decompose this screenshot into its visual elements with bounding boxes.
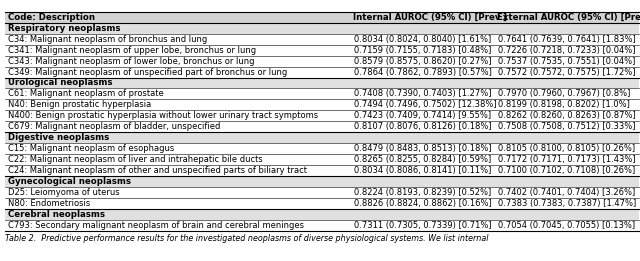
- Text: 0.8034 (0.8024, 0.8040) [1.61%]: 0.8034 (0.8024, 0.8040) [1.61%]: [354, 35, 491, 44]
- Text: C793: Secondary malignant neoplasm of brain and cerebral meninges: C793: Secondary malignant neoplasm of br…: [8, 221, 304, 230]
- Text: Urological neoplasms: Urological neoplasms: [8, 79, 112, 87]
- Text: C341: Malignant neoplasm of upper lobe, bronchus or lung: C341: Malignant neoplasm of upper lobe, …: [8, 46, 256, 55]
- Text: C61: Malignant neoplasm of prostate: C61: Malignant neoplasm of prostate: [8, 90, 163, 98]
- Text: 0.8107 (0.8076, 0.8126) [0.18%]: 0.8107 (0.8076, 0.8126) [0.18%]: [354, 122, 492, 131]
- Text: D25: Leiomyoma of uterus: D25: Leiomyoma of uterus: [8, 188, 119, 197]
- Text: 0.7572 (0.7572, 0.7575) [1.72%]: 0.7572 (0.7572, 0.7575) [1.72%]: [498, 68, 636, 76]
- Text: 0.8224 (0.8193, 0.8239) [0.52%]: 0.8224 (0.8193, 0.8239) [0.52%]: [354, 188, 491, 197]
- Text: N400: Benign prostatic hyperplasia without lower urinary tract symptoms: N400: Benign prostatic hyperplasia witho…: [8, 111, 318, 120]
- Bar: [5, 220, 639, 231]
- Bar: [5, 23, 639, 34]
- Text: 0.7383 (0.7383, 0.7387) [1.47%]: 0.7383 (0.7383, 0.7387) [1.47%]: [498, 199, 636, 208]
- Text: 0.7311 (0.7305, 0.7339) [0.71%]: 0.7311 (0.7305, 0.7339) [0.71%]: [354, 221, 492, 230]
- Bar: [5, 88, 639, 99]
- Text: 0.7408 (0.7390, 0.7403) [1.27%]: 0.7408 (0.7390, 0.7403) [1.27%]: [354, 90, 492, 98]
- Text: Internal AUROC (95% CI) [Prev.]: Internal AUROC (95% CI) [Prev.]: [353, 13, 507, 22]
- Bar: [5, 12, 639, 23]
- Text: C34: Malignant neoplasm of bronchus and lung: C34: Malignant neoplasm of bronchus and …: [8, 35, 207, 44]
- Text: 0.8579 (0.8575, 0.8620) [0.27%]: 0.8579 (0.8575, 0.8620) [0.27%]: [354, 57, 492, 66]
- Text: Code: Description: Code: Description: [8, 13, 95, 22]
- Bar: [5, 198, 639, 209]
- Text: C343: Malignant neoplasm of lower lobe, bronchus or lung: C343: Malignant neoplasm of lower lobe, …: [8, 57, 254, 66]
- Bar: [5, 187, 639, 198]
- Text: Cerebral neoplasms: Cerebral neoplasms: [8, 210, 105, 219]
- Bar: [5, 154, 639, 165]
- Text: 0.8265 (0.8255, 0.8284) [0.59%]: 0.8265 (0.8255, 0.8284) [0.59%]: [354, 155, 491, 164]
- Text: 0.7537 (0.7535, 0.7551) [0.04%]: 0.7537 (0.7535, 0.7551) [0.04%]: [498, 57, 636, 66]
- Text: External AUROC (95% CI) [Prev.]: External AUROC (95% CI) [Prev.]: [497, 13, 640, 22]
- Text: N40: Benign prostatic hyperplasia: N40: Benign prostatic hyperplasia: [8, 100, 151, 109]
- Text: 0.7159 (0.7155, 0.7183) [0.48%]: 0.7159 (0.7155, 0.7183) [0.48%]: [354, 46, 492, 55]
- Bar: [5, 99, 639, 110]
- Text: Table 2.  Predictive performance results for the investigated neoplasms of diver: Table 2. Predictive performance results …: [5, 234, 488, 242]
- Text: 0.8826 (0.8824, 0.8862) [0.16%]: 0.8826 (0.8824, 0.8862) [0.16%]: [354, 199, 492, 208]
- Text: 0.7226 (0.7218, 0.7233) [0.04%]: 0.7226 (0.7218, 0.7233) [0.04%]: [498, 46, 636, 55]
- Bar: [5, 110, 639, 121]
- Text: 0.7100 (0.7102, 0.7108) [0.26%]: 0.7100 (0.7102, 0.7108) [0.26%]: [498, 166, 635, 175]
- Text: Respiratory neoplasms: Respiratory neoplasms: [8, 24, 120, 33]
- Text: 0.7423 (0.7409, 0.7414) [9.55%]: 0.7423 (0.7409, 0.7414) [9.55%]: [354, 111, 491, 120]
- Bar: [5, 78, 639, 88]
- Bar: [5, 34, 639, 45]
- Text: 0.7054 (0.7045, 0.7055) [0.13%]: 0.7054 (0.7045, 0.7055) [0.13%]: [498, 221, 635, 230]
- Text: 0.8199 (0.8198, 0.8202) [1.0%]: 0.8199 (0.8198, 0.8202) [1.0%]: [498, 100, 630, 109]
- Bar: [5, 176, 639, 187]
- Text: C349: Malignant neoplasm of unspecified part of bronchus or lung: C349: Malignant neoplasm of unspecified …: [8, 68, 287, 76]
- Bar: [5, 67, 639, 78]
- Text: 0.8105 (0.8100, 0.8105) [0.26%]: 0.8105 (0.8100, 0.8105) [0.26%]: [498, 144, 635, 153]
- Text: Gynecological neoplasms: Gynecological neoplasms: [8, 177, 131, 186]
- Text: C24: Malignant neoplasm of other and unspecified parts of biliary tract: C24: Malignant neoplasm of other and uns…: [8, 166, 307, 175]
- Text: Digestive neoplasms: Digestive neoplasms: [8, 133, 109, 142]
- Bar: [5, 209, 639, 220]
- Text: 0.7494 (0.7496, 0.7502) [12.38%]: 0.7494 (0.7496, 0.7502) [12.38%]: [354, 100, 497, 109]
- Text: C679: Malignant neoplasm of bladder, unspecified: C679: Malignant neoplasm of bladder, uns…: [8, 122, 220, 131]
- Text: 0.8479 (0.8483, 0.8513) [0.18%]: 0.8479 (0.8483, 0.8513) [0.18%]: [354, 144, 492, 153]
- Text: 0.7970 (0.7960, 0.7967) [0.8%]: 0.7970 (0.7960, 0.7967) [0.8%]: [498, 90, 630, 98]
- Text: 0.7508 (0.7508, 0.7512) [0.33%]: 0.7508 (0.7508, 0.7512) [0.33%]: [498, 122, 636, 131]
- Text: C22: Malignant neoplasm of liver and intrahepatic bile ducts: C22: Malignant neoplasm of liver and int…: [8, 155, 262, 164]
- Text: 0.7172 (0.7171, 0.7173) [1.43%]: 0.7172 (0.7171, 0.7173) [1.43%]: [498, 155, 636, 164]
- Bar: [5, 56, 639, 67]
- Bar: [5, 45, 639, 56]
- Bar: [5, 143, 639, 154]
- Text: 0.7864 (0.7862, 0.7893) [0.57%]: 0.7864 (0.7862, 0.7893) [0.57%]: [354, 68, 492, 76]
- Text: 0.7641 (0.7639, 0.7641) [1.83%]: 0.7641 (0.7639, 0.7641) [1.83%]: [498, 35, 636, 44]
- Text: C15: Malignant neoplasm of esophagus: C15: Malignant neoplasm of esophagus: [8, 144, 174, 153]
- Bar: [5, 165, 639, 176]
- Text: 0.7402 (0.7401, 0.7404) [3.26%]: 0.7402 (0.7401, 0.7404) [3.26%]: [498, 188, 635, 197]
- Text: N80: Endometriosis: N80: Endometriosis: [8, 199, 90, 208]
- Text: 0.8262 (0.8260, 0.8263) [0.87%]: 0.8262 (0.8260, 0.8263) [0.87%]: [498, 111, 636, 120]
- Bar: [5, 132, 639, 143]
- Bar: [5, 121, 639, 132]
- Text: 0.8034 (0.8086, 0.8141) [0.11%]: 0.8034 (0.8086, 0.8141) [0.11%]: [354, 166, 492, 175]
